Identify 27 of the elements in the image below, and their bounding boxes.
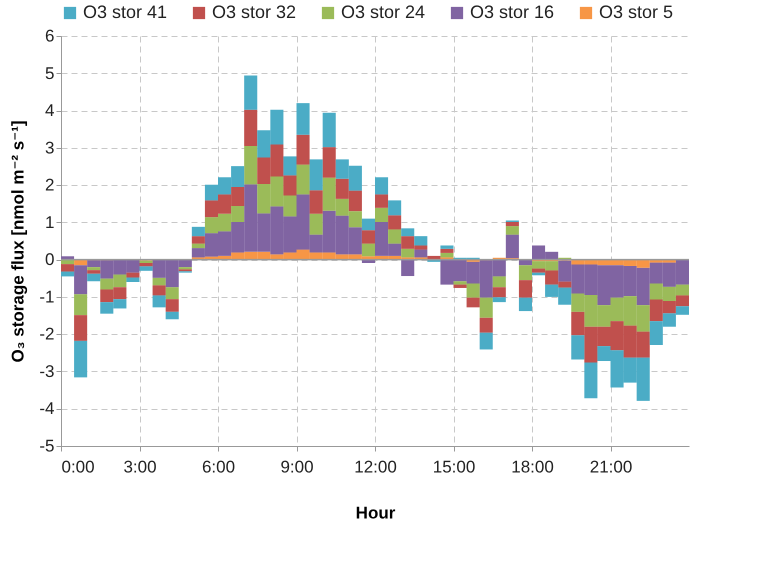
x-tick-label: 18:00 [511, 458, 554, 476]
y-tick-label: 0 [45, 250, 54, 270]
x-tick-label: 0:00 [62, 458, 95, 476]
y-tick-label: -4 [39, 399, 54, 418]
x-tick-label: 9:00 [280, 458, 314, 476]
legend-label: O3 stor 41 [83, 2, 168, 22]
legend-label: O3 stor 5 [599, 2, 674, 22]
y-tick-label: -5 [39, 436, 54, 456]
x-tick-label: 15:00 [432, 458, 476, 476]
legend-label: O3 stor 32 [212, 2, 296, 22]
y-tick-label: 2 [45, 176, 54, 195]
y-tick-label: 5 [45, 64, 54, 83]
y-tick-label: 4 [45, 101, 54, 120]
legend-label: O3 stor 16 [470, 2, 554, 22]
y-tick-label: -2 [39, 324, 54, 344]
y-tick-label: -3 [39, 362, 54, 381]
y-tick-label: 1 [45, 212, 54, 232]
y-tick-label: -1 [39, 287, 54, 306]
y-tick-label: 3 [45, 138, 54, 158]
x-tick-label: 6:00 [202, 458, 236, 476]
y-tick-label: 6 [45, 26, 54, 46]
x-tick-label: 3:00 [123, 458, 157, 476]
y-axis-title: O₃ storage flux [nmol m⁻² s⁻¹] [8, 120, 28, 363]
x-tick-label: 21:00 [590, 458, 632, 476]
x-tick-label: 12:00 [354, 458, 397, 476]
legend-label: O3 stor 24 [341, 2, 426, 22]
x-axis-title: Hour [356, 504, 396, 522]
